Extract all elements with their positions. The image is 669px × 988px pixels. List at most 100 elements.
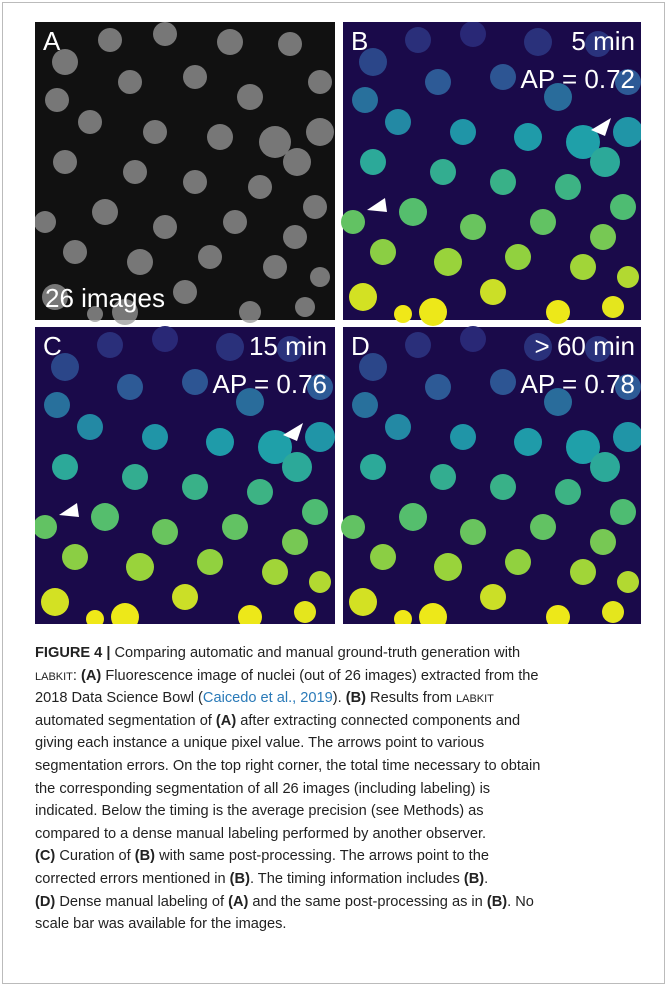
caption-line: automated segmentation of (A) after extr… xyxy=(35,710,540,733)
nucleus xyxy=(45,88,69,112)
nucleus-segment xyxy=(216,333,244,361)
nucleus-segment xyxy=(425,69,451,95)
caption-line: (C) Curation of (B) with same post-proce… xyxy=(35,845,540,868)
nucleus xyxy=(198,245,222,269)
caption-text: indicated. Below the timing is the avera… xyxy=(35,803,484,819)
nucleus-segment xyxy=(419,298,447,326)
nucleus-segment xyxy=(370,239,396,265)
nucleus-segment xyxy=(172,584,198,610)
nucleus-segment xyxy=(44,392,70,418)
nucleus-segment xyxy=(514,123,542,151)
nucleus-segment xyxy=(570,254,596,280)
nucleus xyxy=(306,118,334,146)
nucleus xyxy=(295,297,315,317)
nucleus xyxy=(127,249,153,275)
caption-line: the corresponding segmentation of all 26… xyxy=(35,778,540,801)
caption-text: Results from xyxy=(366,690,456,706)
nucleus-segment xyxy=(282,452,312,482)
panel-note: 26 images xyxy=(45,283,165,313)
nucleus-segment xyxy=(505,549,531,575)
panel-time: 15 min xyxy=(249,331,327,361)
caption-text: : xyxy=(73,668,81,684)
caption-line: 2018 Data Science Bowl (Caicedo et al., … xyxy=(35,687,540,710)
page: A26 imagesB5 minAP = 0.72C15 minAP = 0.7… xyxy=(0,0,669,988)
nucleus xyxy=(283,148,311,176)
panel-time: > 60 min xyxy=(535,331,635,361)
nucleus-segment xyxy=(77,414,103,440)
panel-letter: A xyxy=(43,26,61,56)
nucleus-segment xyxy=(370,544,396,570)
nucleus-segment xyxy=(222,514,248,540)
nucleus xyxy=(53,150,77,174)
caption-text: automated segmentation of xyxy=(35,713,216,729)
nucleus-segment xyxy=(555,174,581,200)
nucleus-segment xyxy=(97,332,123,358)
caption-text: FIGURE 4 | xyxy=(35,645,110,661)
nucleus-segment xyxy=(617,266,639,288)
nucleus-segment xyxy=(197,549,223,575)
nucleus xyxy=(303,195,327,219)
nucleus-segment xyxy=(490,369,516,395)
nucleus xyxy=(223,210,247,234)
nucleus xyxy=(173,280,197,304)
nucleus-segment xyxy=(152,519,178,545)
nucleus xyxy=(310,267,330,287)
nucleus-segment xyxy=(490,64,516,90)
caption-line: LABKIT: (A) Fluorescence image of nuclei… xyxy=(35,665,540,688)
caption-text: Fluorescence image of nuclei (out of 26 … xyxy=(101,668,538,684)
caption-text: (B) xyxy=(346,690,366,706)
nucleus-segment xyxy=(450,424,476,450)
nucleus xyxy=(239,301,261,323)
caption-text: . No xyxy=(507,894,534,910)
nucleus xyxy=(78,110,102,134)
panel-ap: AP = 0.72 xyxy=(521,64,635,94)
nucleus-segment xyxy=(62,544,88,570)
nucleus-segment xyxy=(360,454,386,480)
nucleus xyxy=(35,211,56,233)
nucleus-segment xyxy=(360,149,386,175)
nucleus-segment xyxy=(570,559,596,585)
caption-line: (D) Dense manual labeling of (A) and the… xyxy=(35,891,540,914)
nucleus xyxy=(153,22,177,46)
nucleus-segment xyxy=(117,374,143,400)
panel-ap: AP = 0.78 xyxy=(521,369,635,399)
caption-text: (B) xyxy=(487,894,507,910)
caption-line: FIGURE 4 | Comparing automatic and manua… xyxy=(35,642,540,665)
nucleus-segment xyxy=(305,422,335,452)
caption-text: Curation of xyxy=(55,848,135,864)
caption-text: the corresponding segmentation of all 26… xyxy=(35,781,490,797)
caption-text: giving each instance a unique pixel valu… xyxy=(35,735,484,751)
nucleus-segment xyxy=(282,529,308,555)
nucleus-segment xyxy=(505,244,531,270)
nucleus xyxy=(92,199,118,225)
caption: FIGURE 4 | Comparing automatic and manua… xyxy=(35,642,540,936)
caption-text: Dense manual labeling of xyxy=(55,894,228,910)
nucleus-segment xyxy=(385,109,411,135)
caption-text: (D) xyxy=(35,894,55,910)
caption-text: LABKIT xyxy=(456,693,494,705)
nucleus xyxy=(143,120,167,144)
nucleus-segment xyxy=(41,588,69,616)
caption-text: 2018 Data Science Bowl ( xyxy=(35,690,203,706)
nucleus-segment xyxy=(122,464,148,490)
caption-line: corrected errors mentioned in (B). The t… xyxy=(35,868,540,891)
nucleus-segment xyxy=(590,224,616,250)
citation-link[interactable]: Caicedo et al., 2019 xyxy=(203,690,333,706)
nucleus-segment xyxy=(590,147,620,177)
nucleus-segment xyxy=(555,479,581,505)
nucleus-segment xyxy=(425,374,451,400)
nucleus-segment xyxy=(152,326,178,352)
nucleus xyxy=(283,225,307,249)
nucleus-segment xyxy=(460,22,486,47)
nucleus-segment xyxy=(352,392,378,418)
nucleus xyxy=(207,124,233,150)
nucleus-segment xyxy=(480,279,506,305)
nucleus-segment xyxy=(610,194,636,220)
nucleus-segment xyxy=(182,474,208,500)
nucleus-segment xyxy=(590,452,620,482)
nucleus-segment xyxy=(514,428,542,456)
caption-text: (A) xyxy=(216,713,236,729)
caption-text: (A) xyxy=(81,668,101,684)
caption-line: giving each instance a unique pixel valu… xyxy=(35,732,540,755)
